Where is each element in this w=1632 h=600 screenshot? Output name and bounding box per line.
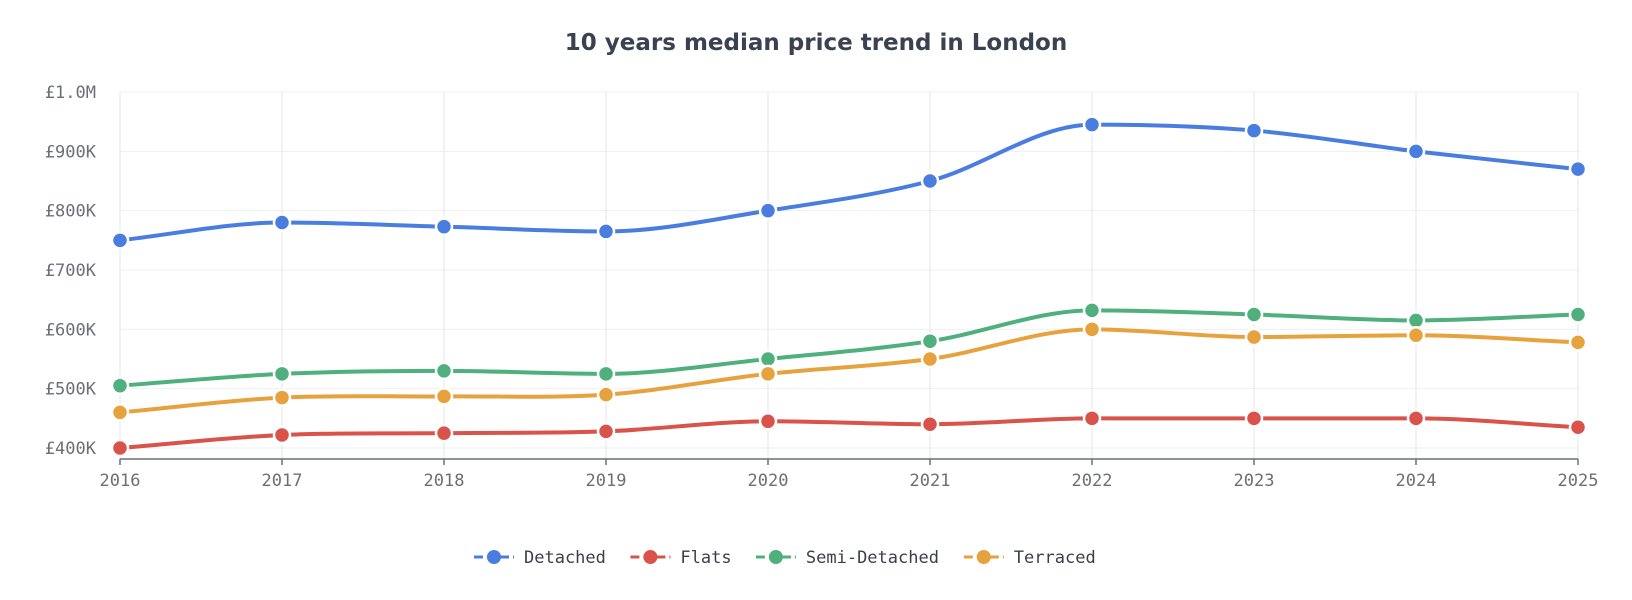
legend-marker-icon	[976, 550, 991, 564]
data-point	[758, 201, 778, 220]
y-tick-label: £400K	[45, 439, 97, 459]
data-point	[1082, 115, 1102, 134]
data-point	[1406, 142, 1426, 161]
x-tick-label: 2018	[424, 471, 465, 491]
x-tick-label: 2019	[586, 471, 627, 491]
y-tick-label: £700K	[45, 261, 97, 281]
x-tick-label: 2020	[748, 471, 789, 491]
data-point	[1244, 409, 1264, 428]
data-point	[272, 213, 292, 232]
data-point	[596, 222, 616, 241]
data-point	[110, 403, 130, 422]
data-point	[1406, 326, 1426, 345]
x-tick-label: 2023	[1234, 471, 1275, 491]
series-line	[119, 308, 1579, 388]
x-tick-label: 2022	[1072, 471, 1113, 491]
x-tick-label: 2024	[1396, 471, 1437, 491]
legend-marker-icon	[768, 550, 783, 564]
series-line	[119, 327, 1579, 415]
x-tick-label: 2021	[910, 471, 951, 491]
legend-label: Detached	[524, 548, 606, 568]
y-tick-label: £1.0M	[45, 83, 96, 103]
legend-item[interactable]: Flats	[630, 548, 732, 568]
data-point	[596, 385, 616, 404]
legend-label: Semi-Detached	[806, 548, 939, 568]
legend-label: Terraced	[1014, 548, 1096, 568]
data-point	[1568, 305, 1588, 324]
data-point	[1244, 327, 1264, 347]
data-point	[1568, 159, 1588, 179]
data-point	[434, 217, 454, 236]
legend-item[interactable]: Detached	[474, 548, 606, 568]
data-point	[920, 349, 940, 369]
data-point	[434, 387, 454, 406]
legend-label: Flats	[680, 548, 731, 568]
series-line	[119, 122, 1579, 243]
data-point	[272, 425, 292, 445]
series-terraced	[110, 320, 1588, 422]
data-point	[758, 364, 778, 384]
data-point	[272, 364, 292, 384]
series-semi-detached	[110, 301, 1588, 395]
data-point	[1244, 305, 1264, 324]
x-tick-label: 2017	[262, 471, 303, 491]
legend-item[interactable]: Semi-Detached	[755, 548, 939, 568]
data-point	[596, 422, 616, 441]
data-point	[272, 388, 292, 407]
chart-title: 10 years median price trend in London	[564, 30, 1068, 56]
data-point	[920, 415, 940, 434]
legend-marker-icon	[487, 550, 501, 564]
y-tick-label: £800K	[45, 202, 97, 222]
y-tick-label: £900K	[45, 142, 97, 162]
data-point	[434, 361, 454, 381]
x-tick-label: 2025	[1558, 471, 1599, 491]
data-point	[1568, 417, 1588, 437]
data-point	[920, 171, 940, 191]
y-tick-label: £600K	[45, 320, 97, 340]
data-point	[758, 412, 778, 431]
series-flats	[110, 409, 1588, 458]
data-point	[1244, 121, 1264, 140]
data-point	[110, 438, 130, 458]
data-point	[1082, 409, 1102, 428]
legend-item[interactable]: Terraced	[963, 548, 1096, 568]
data-point	[1406, 409, 1426, 428]
series-line	[119, 416, 1579, 450]
data-point	[434, 423, 454, 443]
legend-marker-icon	[643, 550, 658, 564]
series-detached	[110, 115, 1588, 250]
y-tick-label: £500K	[45, 380, 97, 400]
data-point	[110, 376, 130, 395]
x-tick-label: 2016	[100, 471, 141, 491]
data-point	[1082, 301, 1102, 320]
data-point	[1082, 320, 1102, 339]
data-point	[110, 231, 130, 250]
data-point	[1568, 333, 1588, 352]
data-point	[596, 364, 616, 384]
data-point	[920, 331, 940, 351]
